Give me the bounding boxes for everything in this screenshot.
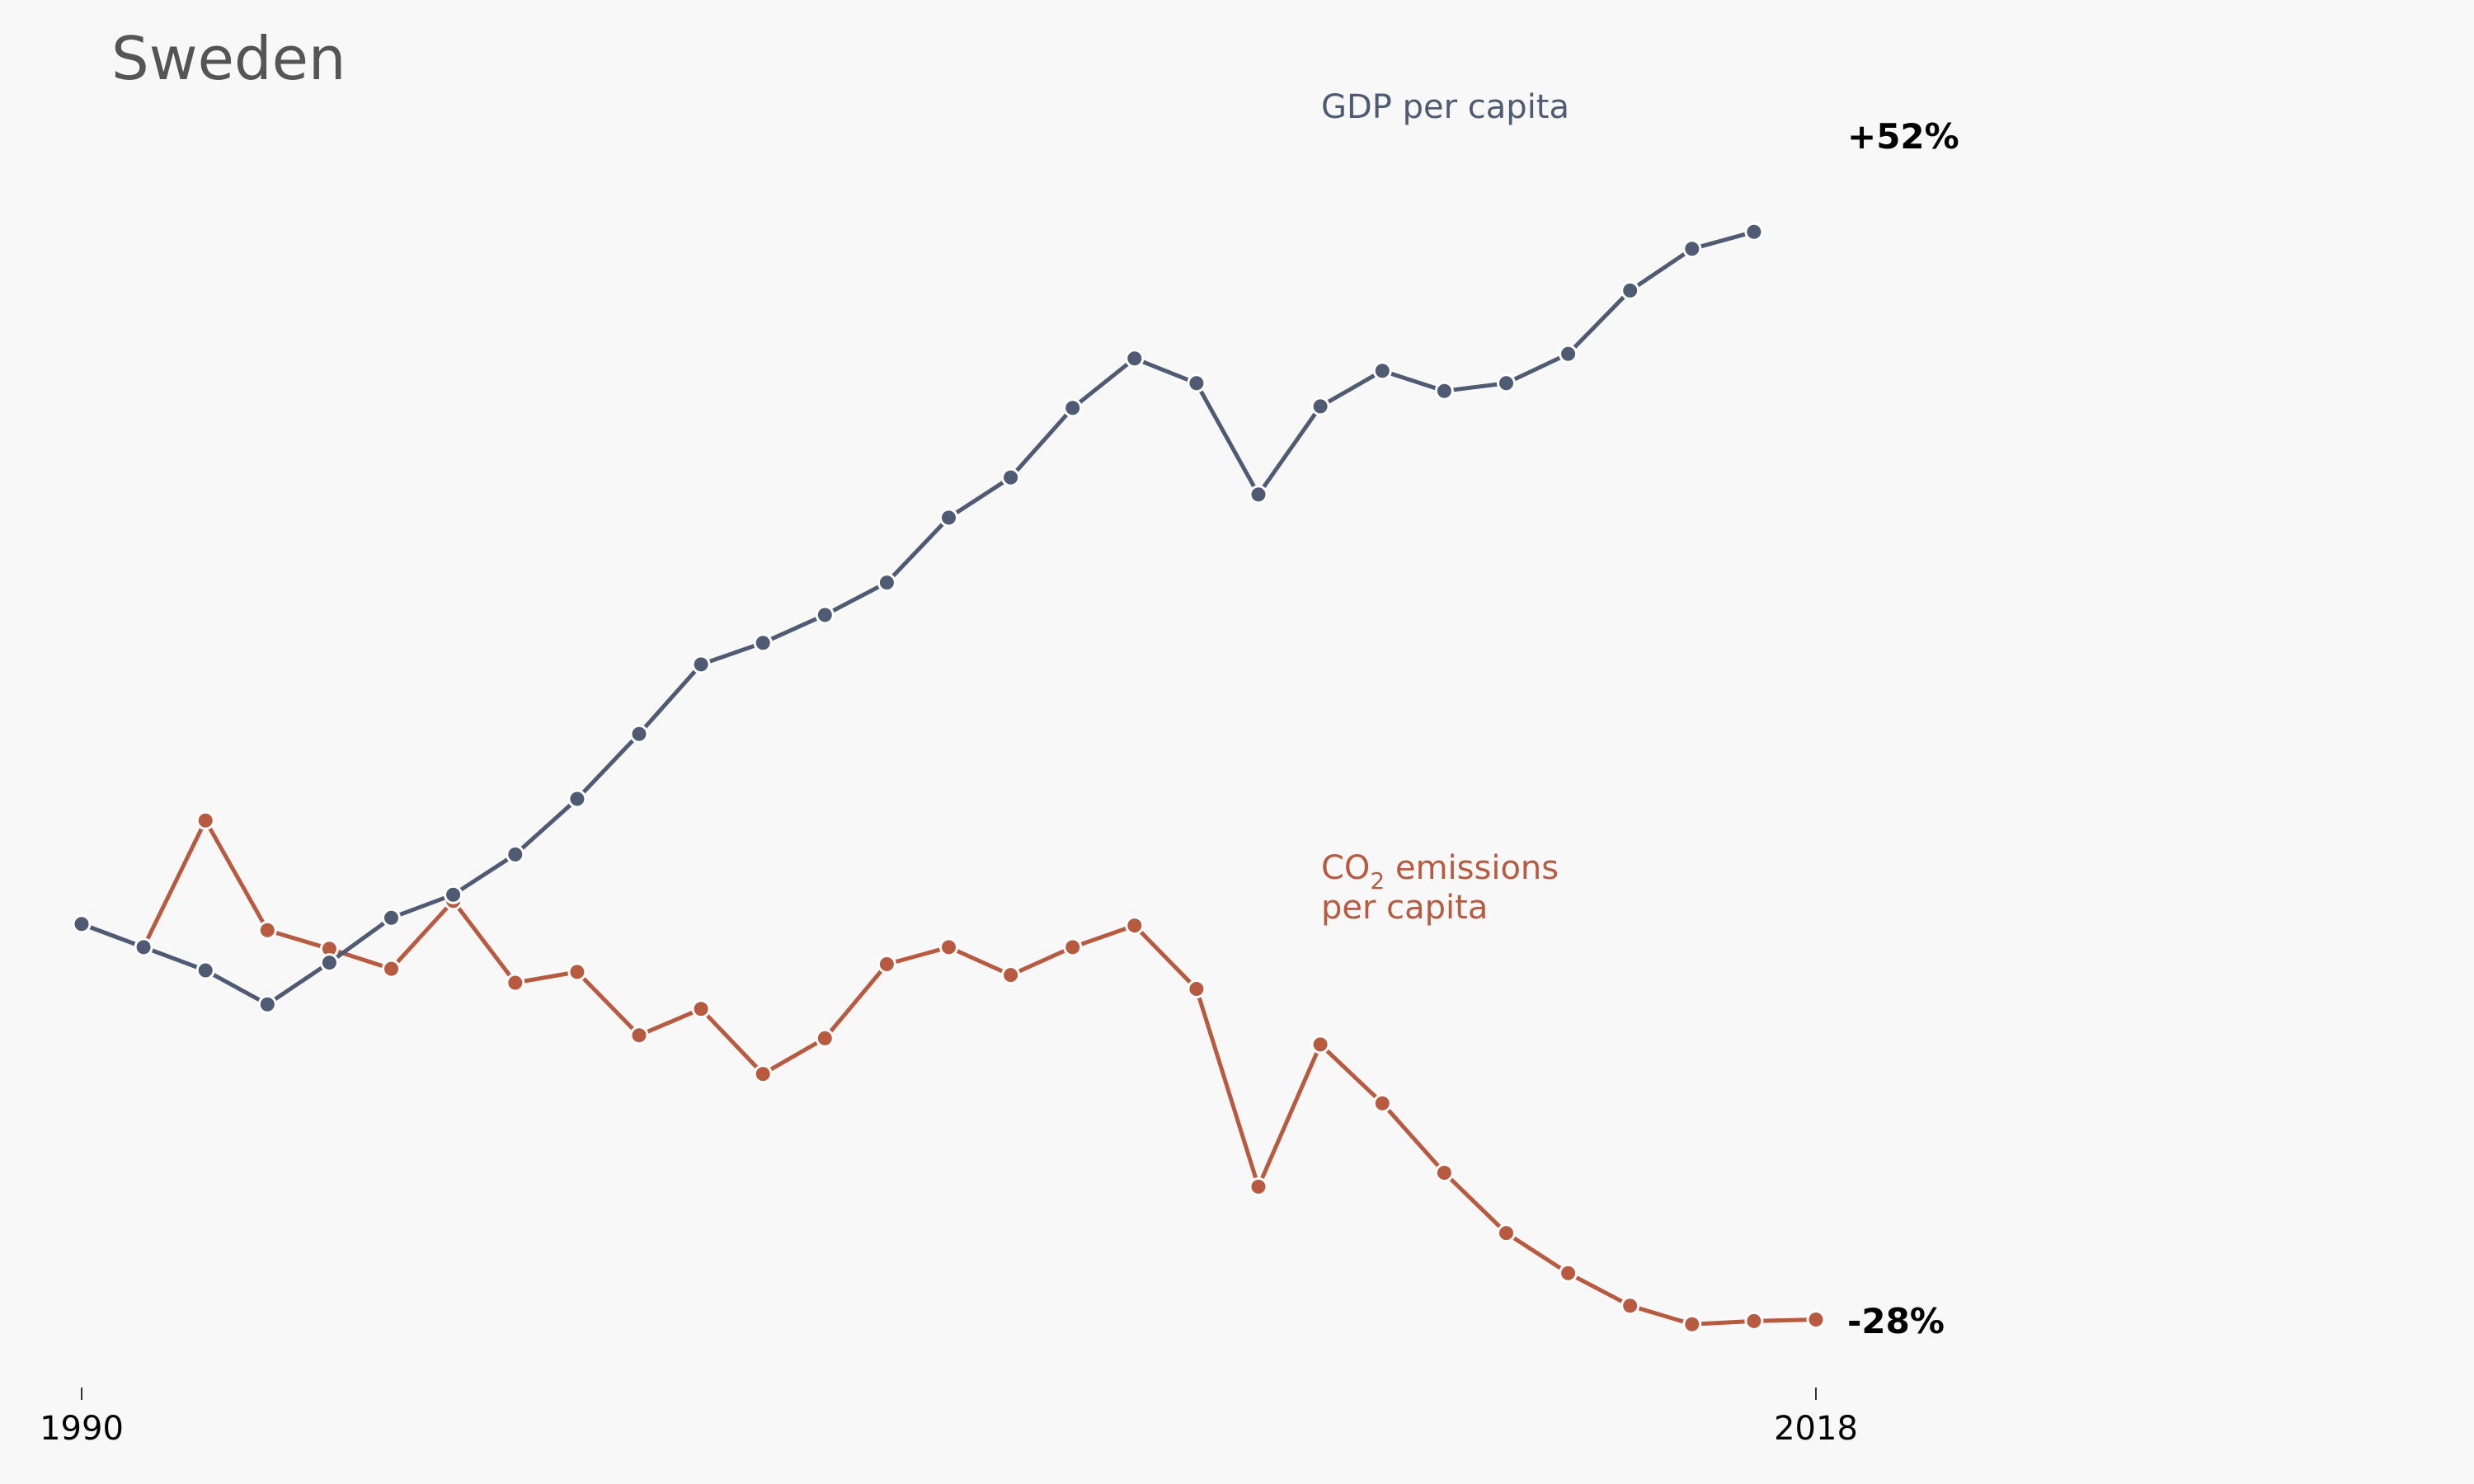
gdp-point-1992: [195, 960, 215, 980]
co2-point-1993: [257, 920, 277, 940]
co2-point-2006: [1063, 937, 1083, 957]
co2-point-2012: [1434, 1163, 1454, 1182]
gdp-point-2011: [1372, 361, 1392, 381]
gdp-point-1993: [257, 994, 277, 1014]
gdp-point-2001: [753, 633, 773, 653]
co2-point-2014: [1559, 1263, 1578, 1283]
gdp-point-2012: [1434, 381, 1454, 401]
gdp-point-1994: [319, 953, 339, 973]
x-tick-label-2018: 2018: [1774, 1410, 1858, 1448]
chart-title: Sweden: [111, 24, 346, 93]
co2-point-1992: [195, 810, 215, 830]
gdp-point-2008: [1187, 373, 1206, 393]
co2-end-label: -28%: [1847, 1301, 1945, 1341]
x-tick-label-1990: 1990: [40, 1410, 124, 1448]
co2-point-2007: [1125, 916, 1145, 936]
co2-point-2005: [1001, 965, 1021, 985]
co2-point-2002: [815, 1028, 835, 1048]
co2-point-2004: [939, 937, 958, 957]
gdp-point-1991: [134, 937, 153, 957]
x-axis: 1990 2018: [40, 1388, 1858, 1448]
gdp-point-1990: [72, 914, 92, 934]
co2-point-2008: [1187, 979, 1206, 998]
co2-series-line: [79, 818, 1818, 1327]
co2-point-1998: [567, 962, 587, 982]
gdp-point-2002: [815, 605, 835, 625]
gdp-point-2017: [1744, 222, 1764, 242]
gdp-point-1999: [629, 724, 649, 744]
co2-point-2000: [691, 999, 711, 1019]
co2-series-label: CO2 emissions: [1321, 849, 1559, 895]
gdp-point-2007: [1125, 349, 1145, 369]
co2-point-2015: [1620, 1296, 1640, 1316]
co2-point-1999: [629, 1026, 649, 1045]
gdp-point-2003: [877, 573, 896, 593]
co2-point-2018: [1806, 1310, 1826, 1329]
gdp-point-2006: [1063, 398, 1083, 418]
gdp-series-line: [79, 229, 1757, 1007]
gdp-point-1997: [506, 844, 525, 864]
co2-series-label-line2: per capita: [1321, 889, 1488, 927]
co2-label-rest: emissions: [1385, 849, 1559, 887]
gdp-end-label: +52%: [1847, 116, 1959, 157]
co2-label-subscript: 2: [1370, 867, 1385, 895]
gdp-point-2009: [1249, 485, 1268, 505]
gdp-series-label: GDP per capita: [1321, 88, 1569, 126]
gdp-point-2013: [1497, 373, 1516, 393]
series-layer: [72, 222, 1826, 1334]
gdp-point-2000: [691, 655, 711, 674]
co2-point-2010: [1310, 1035, 1330, 1054]
gdp-point-2016: [1682, 239, 1702, 259]
gdp-point-2004: [939, 508, 958, 528]
co2-point-2003: [877, 955, 896, 974]
co2-point-2009: [1249, 1176, 1268, 1196]
gdp-point-1995: [382, 908, 401, 928]
gdp-point-2015: [1620, 280, 1640, 300]
gdp-point-2005: [1001, 467, 1021, 487]
co2-point-2017: [1744, 1311, 1764, 1331]
co2-point-1997: [506, 973, 525, 993]
gdp-point-2014: [1559, 344, 1578, 364]
co2-point-2011: [1372, 1093, 1392, 1113]
gdp-point-1998: [567, 789, 587, 809]
co2-label-main: CO: [1321, 849, 1370, 887]
co2-point-2013: [1497, 1223, 1516, 1243]
gdp-point-1996: [444, 885, 463, 904]
co2-point-2001: [753, 1064, 773, 1084]
co2-point-2016: [1682, 1314, 1702, 1334]
gdp-point-2010: [1310, 397, 1330, 416]
co2-point-1995: [382, 959, 401, 979]
